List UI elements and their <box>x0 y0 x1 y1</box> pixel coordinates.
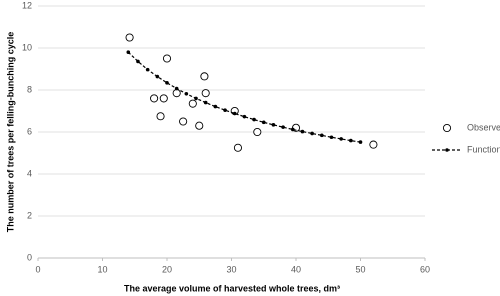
x-tick-label: 40 <box>291 264 301 274</box>
function-point <box>320 133 324 138</box>
x-tick-label: 20 <box>162 264 172 274</box>
y-tick-label: 12 <box>22 0 32 10</box>
function-point <box>339 137 343 141</box>
observed-point <box>200 72 209 81</box>
observed-point <box>195 121 204 130</box>
y-tick-label: 4 <box>27 168 32 178</box>
function-point <box>126 50 131 54</box>
function-point <box>358 140 363 144</box>
observed-point <box>125 33 134 42</box>
y-tick-label: 8 <box>27 84 32 94</box>
function-point <box>271 123 276 127</box>
observed-point <box>159 94 168 103</box>
y-tick-label: 0 <box>27 252 32 262</box>
observed-point <box>179 117 188 126</box>
function-point <box>329 135 334 140</box>
function-point <box>223 108 227 112</box>
function-point <box>194 96 198 101</box>
function-point <box>184 91 189 96</box>
function-point <box>290 127 295 132</box>
observed-point <box>150 94 159 103</box>
function-point <box>261 120 266 125</box>
x-tick-label: 30 <box>226 264 236 274</box>
observed-point <box>188 99 197 108</box>
x-axis-title: The average volume of harvested whole tr… <box>124 283 340 293</box>
legend-marker <box>442 123 452 133</box>
observed-point <box>172 89 181 98</box>
function-point <box>242 114 247 119</box>
legend-label: Observed <box>467 122 500 132</box>
function-point <box>155 74 160 79</box>
function-point <box>349 138 353 143</box>
x-tick-label: 60 <box>420 264 430 274</box>
observed-point <box>162 54 172 63</box>
legend-marker <box>445 148 449 152</box>
observed-point <box>253 127 262 137</box>
function-point <box>281 125 285 129</box>
function-point <box>203 100 208 105</box>
function-point <box>145 67 150 72</box>
legend-label: Function <box>467 144 500 154</box>
function-point <box>252 117 256 122</box>
function-point <box>213 104 218 109</box>
observed-point <box>156 112 165 121</box>
function-point <box>165 81 169 85</box>
y-tick-label: 6 <box>27 126 32 136</box>
function-point <box>174 86 179 91</box>
observed-point <box>233 143 242 152</box>
x-tick-label: 10 <box>97 264 107 274</box>
function-point <box>310 131 314 136</box>
observed-point <box>201 89 210 98</box>
y-axis-title: The number of trees per felling-bunching… <box>5 32 15 233</box>
function-point <box>232 111 237 116</box>
y-tick-label: 10 <box>22 42 32 52</box>
function-point <box>300 129 305 134</box>
x-tick-label: 50 <box>355 264 365 274</box>
x-tick-label: 0 <box>35 264 40 274</box>
observed-point <box>369 140 378 149</box>
y-tick-label: 2 <box>27 210 32 220</box>
function-point <box>136 59 140 64</box>
